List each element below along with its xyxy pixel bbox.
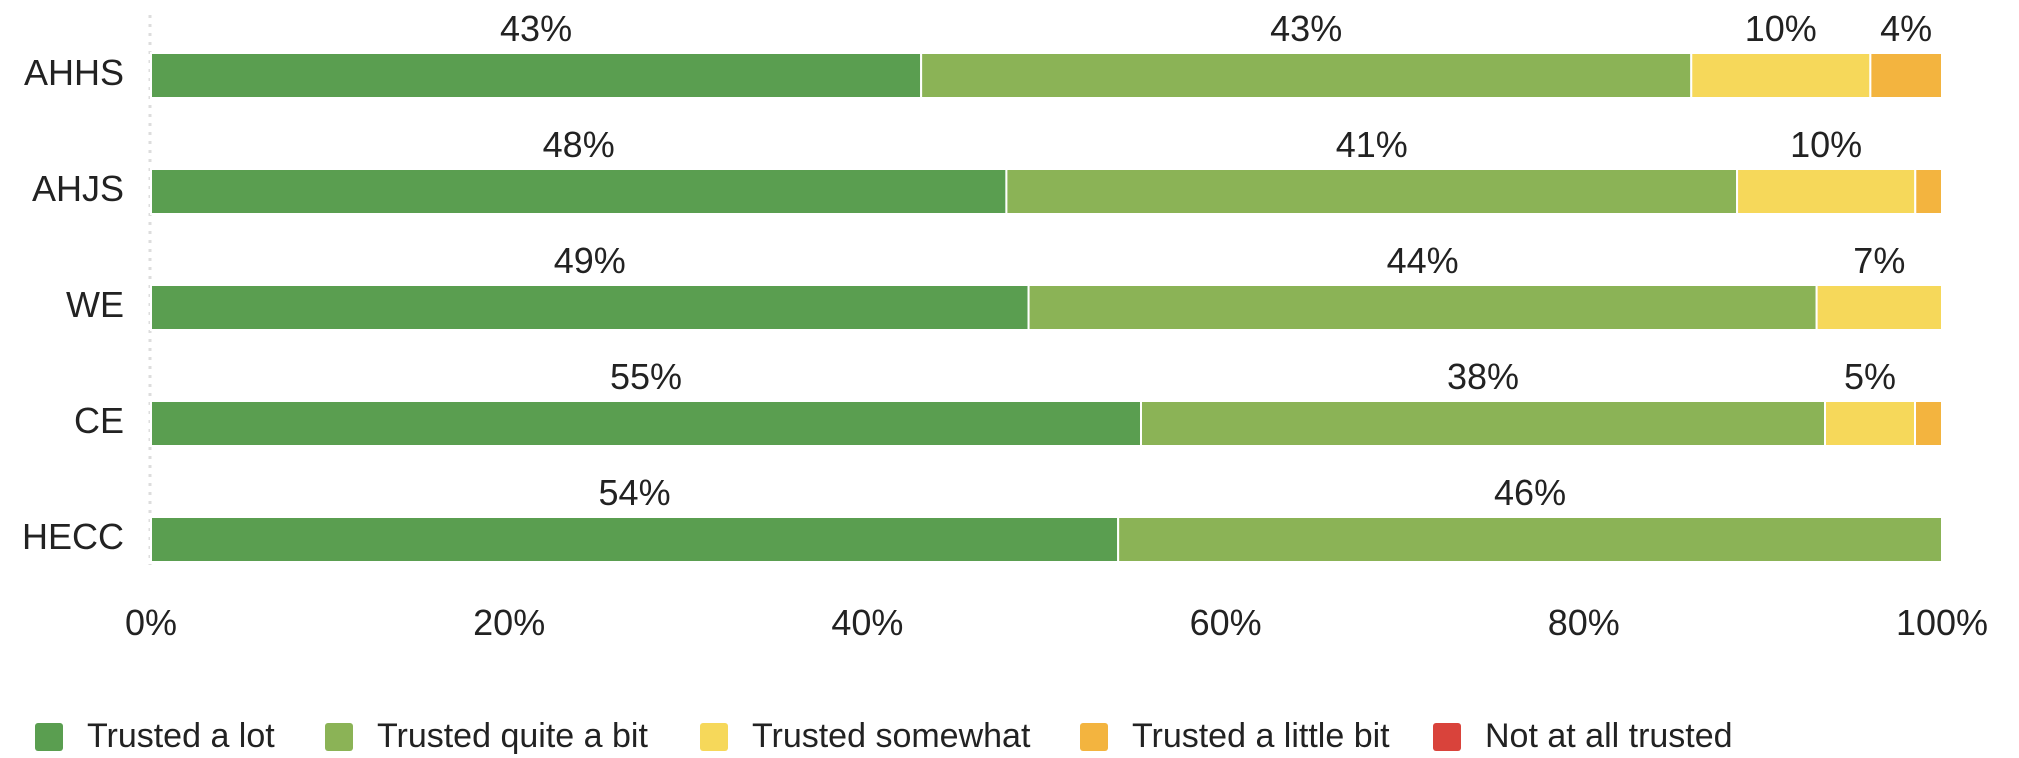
x-tick-label: 20% <box>473 602 545 643</box>
data-label: 49% <box>554 240 626 281</box>
category-label: CE <box>74 400 124 441</box>
category-label: AHHS <box>24 52 124 93</box>
x-axis-ticks: 0% 20% 40% 60% 80% 100% <box>125 602 1988 643</box>
data-label: 41% <box>1336 124 1408 165</box>
bar-segment[interactable] <box>920 52 1693 99</box>
bar-segment[interactable] <box>150 168 1008 215</box>
bar-segment[interactable] <box>1140 400 1826 447</box>
legend-label: Not at all trusted <box>1485 717 1733 755</box>
data-label: 46% <box>1494 472 1566 513</box>
legend: Trusted a lot Trusted quite a bit Trusted … <box>35 717 1733 755</box>
bar-segment[interactable] <box>1027 284 1818 331</box>
data-label: 48% <box>543 124 615 165</box>
legend-swatch <box>1433 723 1461 751</box>
data-label: 54% <box>599 472 671 513</box>
bar-segment[interactable] <box>1005 168 1739 215</box>
bar-segment[interactable] <box>1824 400 1916 447</box>
bar-segment[interactable] <box>150 52 923 99</box>
x-tick-label: 80% <box>1548 602 1620 643</box>
data-label: 55% <box>610 356 682 397</box>
data-labels: 43% 43% 10% 4% 48% 41% 10% 49% 44% 7% 55% 38% 5% 54% 4… <box>500 8 1932 513</box>
legend-swatch <box>35 723 63 751</box>
bar-segment[interactable] <box>1914 168 1944 215</box>
bar-segment[interactable] <box>150 400 1142 447</box>
bar-segment[interactable] <box>1690 52 1872 99</box>
bars <box>150 52 1944 563</box>
data-label: 43% <box>500 8 572 49</box>
data-label: 43% <box>1270 8 1342 49</box>
data-label: 5% <box>1844 356 1896 397</box>
data-label: 38% <box>1447 356 1519 397</box>
bar-segment[interactable] <box>1815 284 1944 331</box>
x-tick-label: 0% <box>125 602 177 643</box>
x-tick-label: 40% <box>831 602 903 643</box>
legend-swatch <box>700 723 728 751</box>
legend-label: Trusted a little bit <box>1132 717 1390 755</box>
bar-segment[interactable] <box>150 516 1120 563</box>
legend-item[interactable]: Trusted a lot <box>35 717 275 755</box>
data-label: 10% <box>1790 124 1862 165</box>
legend-swatch <box>325 723 353 751</box>
bar-segment[interactable] <box>1869 52 1943 99</box>
data-label: 10% <box>1745 8 1817 49</box>
x-tick-label: 100% <box>1896 602 1988 643</box>
legend-item[interactable]: Trusted a little bit <box>1080 717 1390 755</box>
category-label: WE <box>66 284 124 325</box>
legend-item[interactable]: Trusted quite a bit <box>325 717 648 755</box>
category-label: AHJS <box>32 168 124 209</box>
data-label: 4% <box>1880 8 1932 49</box>
data-label: 7% <box>1853 240 1905 281</box>
data-label: 44% <box>1387 240 1459 281</box>
category-labels: AHHS AHJS WE CE HECC <box>22 52 124 557</box>
bar-segment[interactable] <box>1117 516 1943 563</box>
bar-segment[interactable] <box>150 284 1030 331</box>
bar-segment[interactable] <box>1914 400 1943 447</box>
legend-item[interactable]: Trusted somewhat <box>700 717 1031 755</box>
legend-swatch <box>1080 723 1108 751</box>
legend-label: Trusted somewhat <box>752 717 1031 755</box>
x-tick-label: 60% <box>1190 602 1262 643</box>
legend-label: Trusted quite a bit <box>377 717 648 755</box>
bar-segment[interactable] <box>1736 168 1917 215</box>
legend-label: Trusted a lot <box>87 717 275 755</box>
category-label: HECC <box>22 516 124 557</box>
legend-item[interactable]: Not at all trusted <box>1433 717 1733 755</box>
